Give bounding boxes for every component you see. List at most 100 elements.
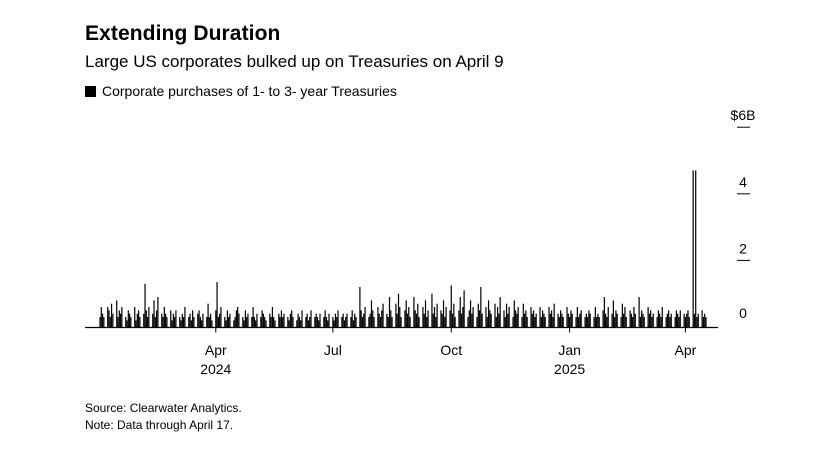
bar: [154, 317, 156, 328]
bar: [512, 317, 514, 328]
bar: [377, 307, 379, 328]
y-tick-label: $6B: [731, 107, 756, 123]
bar: [103, 317, 105, 328]
bar: [513, 300, 515, 328]
y-tick-label: 0: [739, 305, 747, 321]
x-tick-label: Apr: [205, 342, 227, 358]
bar: [632, 317, 634, 328]
bar: [157, 297, 159, 328]
bar: [614, 317, 616, 328]
bar: [494, 303, 496, 328]
bar: [341, 317, 343, 328]
bar: [535, 313, 537, 328]
bar: [498, 313, 500, 328]
bar: [697, 313, 699, 328]
bar: [507, 313, 509, 328]
bar: [517, 307, 519, 328]
bar: [415, 313, 418, 328]
bar: [686, 313, 688, 328]
bar: [418, 317, 420, 328]
bar: [300, 320, 302, 328]
bar: [379, 317, 382, 328]
bar: [433, 307, 436, 328]
bar: [639, 317, 641, 328]
bar: [117, 317, 119, 328]
bar: [695, 170, 697, 328]
bar: [396, 313, 398, 328]
bar: [562, 317, 564, 328]
y-tick-label: 2: [739, 240, 747, 256]
bar: [526, 317, 528, 328]
bar: [368, 317, 370, 328]
bar: [478, 310, 481, 328]
bar: [291, 310, 293, 328]
bar: [496, 307, 499, 328]
bar: [386, 313, 388, 328]
bar: [532, 310, 535, 328]
bar: [426, 317, 428, 328]
bar: [314, 317, 316, 328]
bar: [440, 310, 442, 328]
bar: [269, 313, 271, 328]
bar: [355, 317, 357, 328]
bar: [539, 307, 541, 328]
bar: [319, 313, 321, 328]
bar: [244, 310, 246, 328]
bar: [192, 310, 194, 328]
bar: [301, 310, 303, 328]
bar: [603, 297, 605, 328]
bar: [489, 310, 491, 328]
bar: [387, 317, 389, 328]
bar: [361, 317, 364, 328]
bar: [108, 310, 110, 328]
bar: [306, 313, 308, 328]
bar: [351, 310, 353, 328]
x-tick-label: Jan: [558, 342, 581, 358]
bar: [253, 317, 255, 328]
bar: [587, 317, 589, 328]
bar: [135, 320, 137, 328]
bar: [395, 303, 397, 328]
y-tick-label: 4: [739, 174, 747, 190]
bar: [228, 317, 230, 328]
bar: [454, 317, 456, 328]
bar: [288, 320, 290, 328]
bar: [462, 307, 464, 328]
bar: [225, 320, 227, 328]
bar: [163, 307, 165, 328]
bar: [598, 317, 600, 328]
bar: [508, 307, 510, 328]
bar: [523, 313, 526, 328]
bar: [616, 313, 618, 328]
bar: [404, 310, 406, 328]
bar: [99, 317, 101, 328]
bar: [289, 313, 292, 328]
bar: [641, 310, 643, 328]
bar: [424, 300, 427, 328]
bar: [260, 317, 262, 328]
bar: [449, 310, 451, 328]
bar: [333, 320, 335, 328]
x-tick-year-label: 2024: [200, 361, 231, 377]
bar: [148, 307, 150, 328]
bar: [679, 310, 681, 328]
bar: [363, 313, 365, 328]
chart-title: Extending Duration: [85, 22, 281, 45]
bar: [350, 317, 352, 328]
bar: [458, 310, 460, 328]
bar: [283, 313, 285, 328]
bar: [171, 320, 173, 328]
bar: [701, 310, 703, 328]
bar: [238, 313, 240, 328]
bar: [378, 313, 380, 328]
bar: [359, 287, 361, 328]
bar: [584, 317, 586, 328]
bar: [674, 317, 676, 328]
bar: [298, 317, 301, 328]
bar: [246, 317, 248, 328]
bar: [235, 310, 237, 328]
bar: [242, 317, 244, 328]
bar: [145, 310, 147, 328]
bar: [118, 310, 120, 328]
bar: [638, 297, 640, 328]
